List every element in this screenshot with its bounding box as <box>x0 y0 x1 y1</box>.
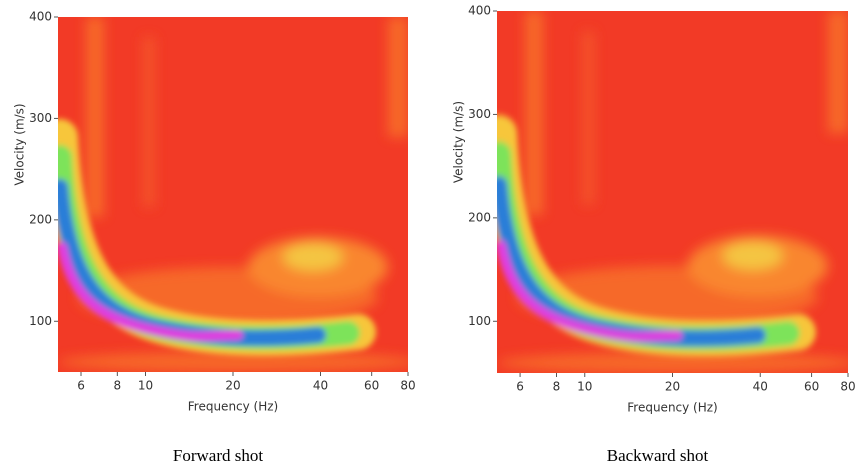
y-tick-label: 200 <box>468 210 491 224</box>
y-tick-label: 300 <box>468 107 491 121</box>
x-tick-label: 6 <box>77 379 85 393</box>
y-tick-label: 200 <box>29 212 52 226</box>
y-tick-label: 300 <box>29 111 52 125</box>
x-tick-label: 40 <box>753 380 768 394</box>
caption: Forward shot <box>173 446 263 465</box>
x-tick-label: 20 <box>665 380 680 394</box>
dispersion-image <box>58 17 418 372</box>
x-tick-label: 80 <box>840 380 855 394</box>
x-tick-label: 80 <box>400 379 415 393</box>
x-axis-label: Frequency (Hz) <box>627 401 718 415</box>
x-tick-label: 8 <box>553 380 561 394</box>
x-axis-label: Frequency (Hz) <box>188 400 279 414</box>
x-tick-label: 60 <box>364 379 379 393</box>
y-axis-label: Velocity (m/s) <box>452 101 466 183</box>
dispersion-image <box>497 11 858 373</box>
x-tick-label: 10 <box>577 380 592 394</box>
y-tick-label: 400 <box>468 4 491 18</box>
y-tick-label: 100 <box>29 314 52 328</box>
y-tick-label: 100 <box>468 314 491 328</box>
x-tick-label: 40 <box>313 379 328 393</box>
y-tick-label: 400 <box>29 10 52 24</box>
x-tick-label: 8 <box>114 379 122 393</box>
x-tick-label: 6 <box>516 380 524 394</box>
y-axis-label: Velocity (m/s) <box>13 103 27 185</box>
caption: Backward shot <box>607 446 709 465</box>
x-tick-label: 20 <box>225 379 240 393</box>
x-tick-label: 10 <box>138 379 153 393</box>
x-tick-label: 60 <box>804 380 819 394</box>
